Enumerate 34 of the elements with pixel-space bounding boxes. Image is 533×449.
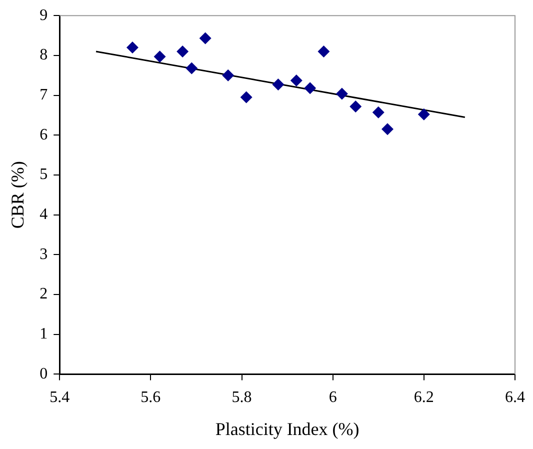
point <box>199 32 212 44</box>
y-tick-label: 7 <box>40 86 48 104</box>
y-tick-label: 9 <box>40 6 48 24</box>
x-tick-label: 5.4 <box>50 389 70 406</box>
point <box>154 50 166 63</box>
point <box>186 62 198 74</box>
y-tick-label: 8 <box>40 46 48 64</box>
point <box>176 45 189 58</box>
x-tick-label: 6.4 <box>505 389 525 406</box>
x-axis-title: Plasticity Index (%) <box>215 418 360 439</box>
point <box>222 69 234 82</box>
y-tick-label: 1 <box>40 326 48 343</box>
x-tick-label: 6.2 <box>414 389 434 406</box>
point <box>290 74 302 87</box>
point <box>240 91 252 104</box>
y-tick-label: 0 <box>40 365 48 382</box>
point <box>381 123 394 136</box>
point <box>304 82 316 94</box>
y-tick-label: 6 <box>40 126 48 144</box>
point <box>336 88 348 100</box>
x-tick-label: 6 <box>328 389 337 406</box>
y-axis-title: CBR (%) <box>8 161 28 229</box>
point <box>350 100 362 112</box>
point <box>372 106 384 118</box>
x-tick-label: 5.6 <box>140 389 161 406</box>
y-tick-label: 2 <box>40 286 48 303</box>
y-tick-label: 4 <box>40 206 48 224</box>
point <box>126 41 138 54</box>
y-tick-label: 3 <box>40 246 48 263</box>
point <box>318 45 330 58</box>
point <box>418 108 430 120</box>
y-tick-label: 5 <box>40 166 48 184</box>
point <box>272 78 284 91</box>
x-tick-label: 5.8 <box>232 389 252 406</box>
